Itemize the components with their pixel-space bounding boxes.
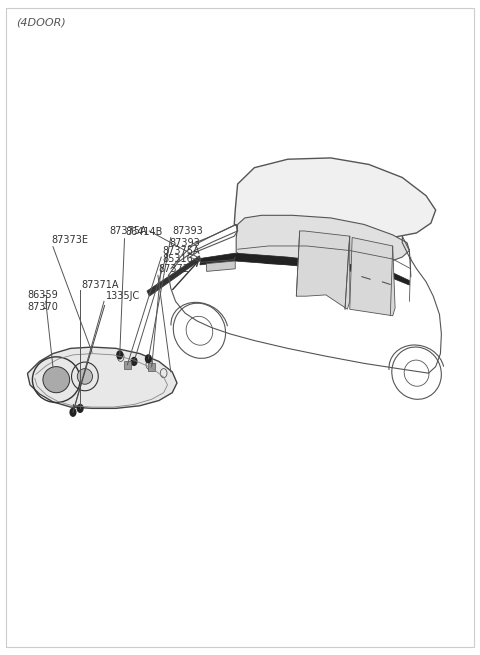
Ellipse shape [77,369,93,384]
Circle shape [117,351,122,359]
Circle shape [77,404,83,412]
Bar [148,363,155,371]
Polygon shape [147,255,201,296]
Polygon shape [28,347,177,408]
Text: 87372: 87372 [159,264,190,274]
Polygon shape [350,238,395,316]
Text: 87375A: 87375A [109,226,147,236]
Circle shape [70,408,76,416]
Text: 87370: 87370 [28,302,59,312]
Text: 1335JC: 1335JC [107,291,141,301]
Bar [124,361,131,369]
Polygon shape [200,253,409,285]
Text: 85316: 85316 [163,254,193,264]
Text: 87393: 87393 [172,226,203,236]
Text: 87371A: 87371A [82,280,119,290]
Text: 87393: 87393 [170,238,201,248]
Polygon shape [206,261,235,271]
Text: 86414B: 86414B [125,227,163,238]
Circle shape [145,355,151,363]
Text: 87373E: 87373E [51,235,88,246]
Text: 86359: 86359 [28,290,59,300]
Polygon shape [234,158,436,238]
Polygon shape [236,215,409,265]
Ellipse shape [43,367,70,393]
Polygon shape [296,231,350,309]
Text: 87375A: 87375A [163,246,200,255]
Text: (4DOOR): (4DOOR) [16,18,65,28]
Circle shape [131,358,137,365]
